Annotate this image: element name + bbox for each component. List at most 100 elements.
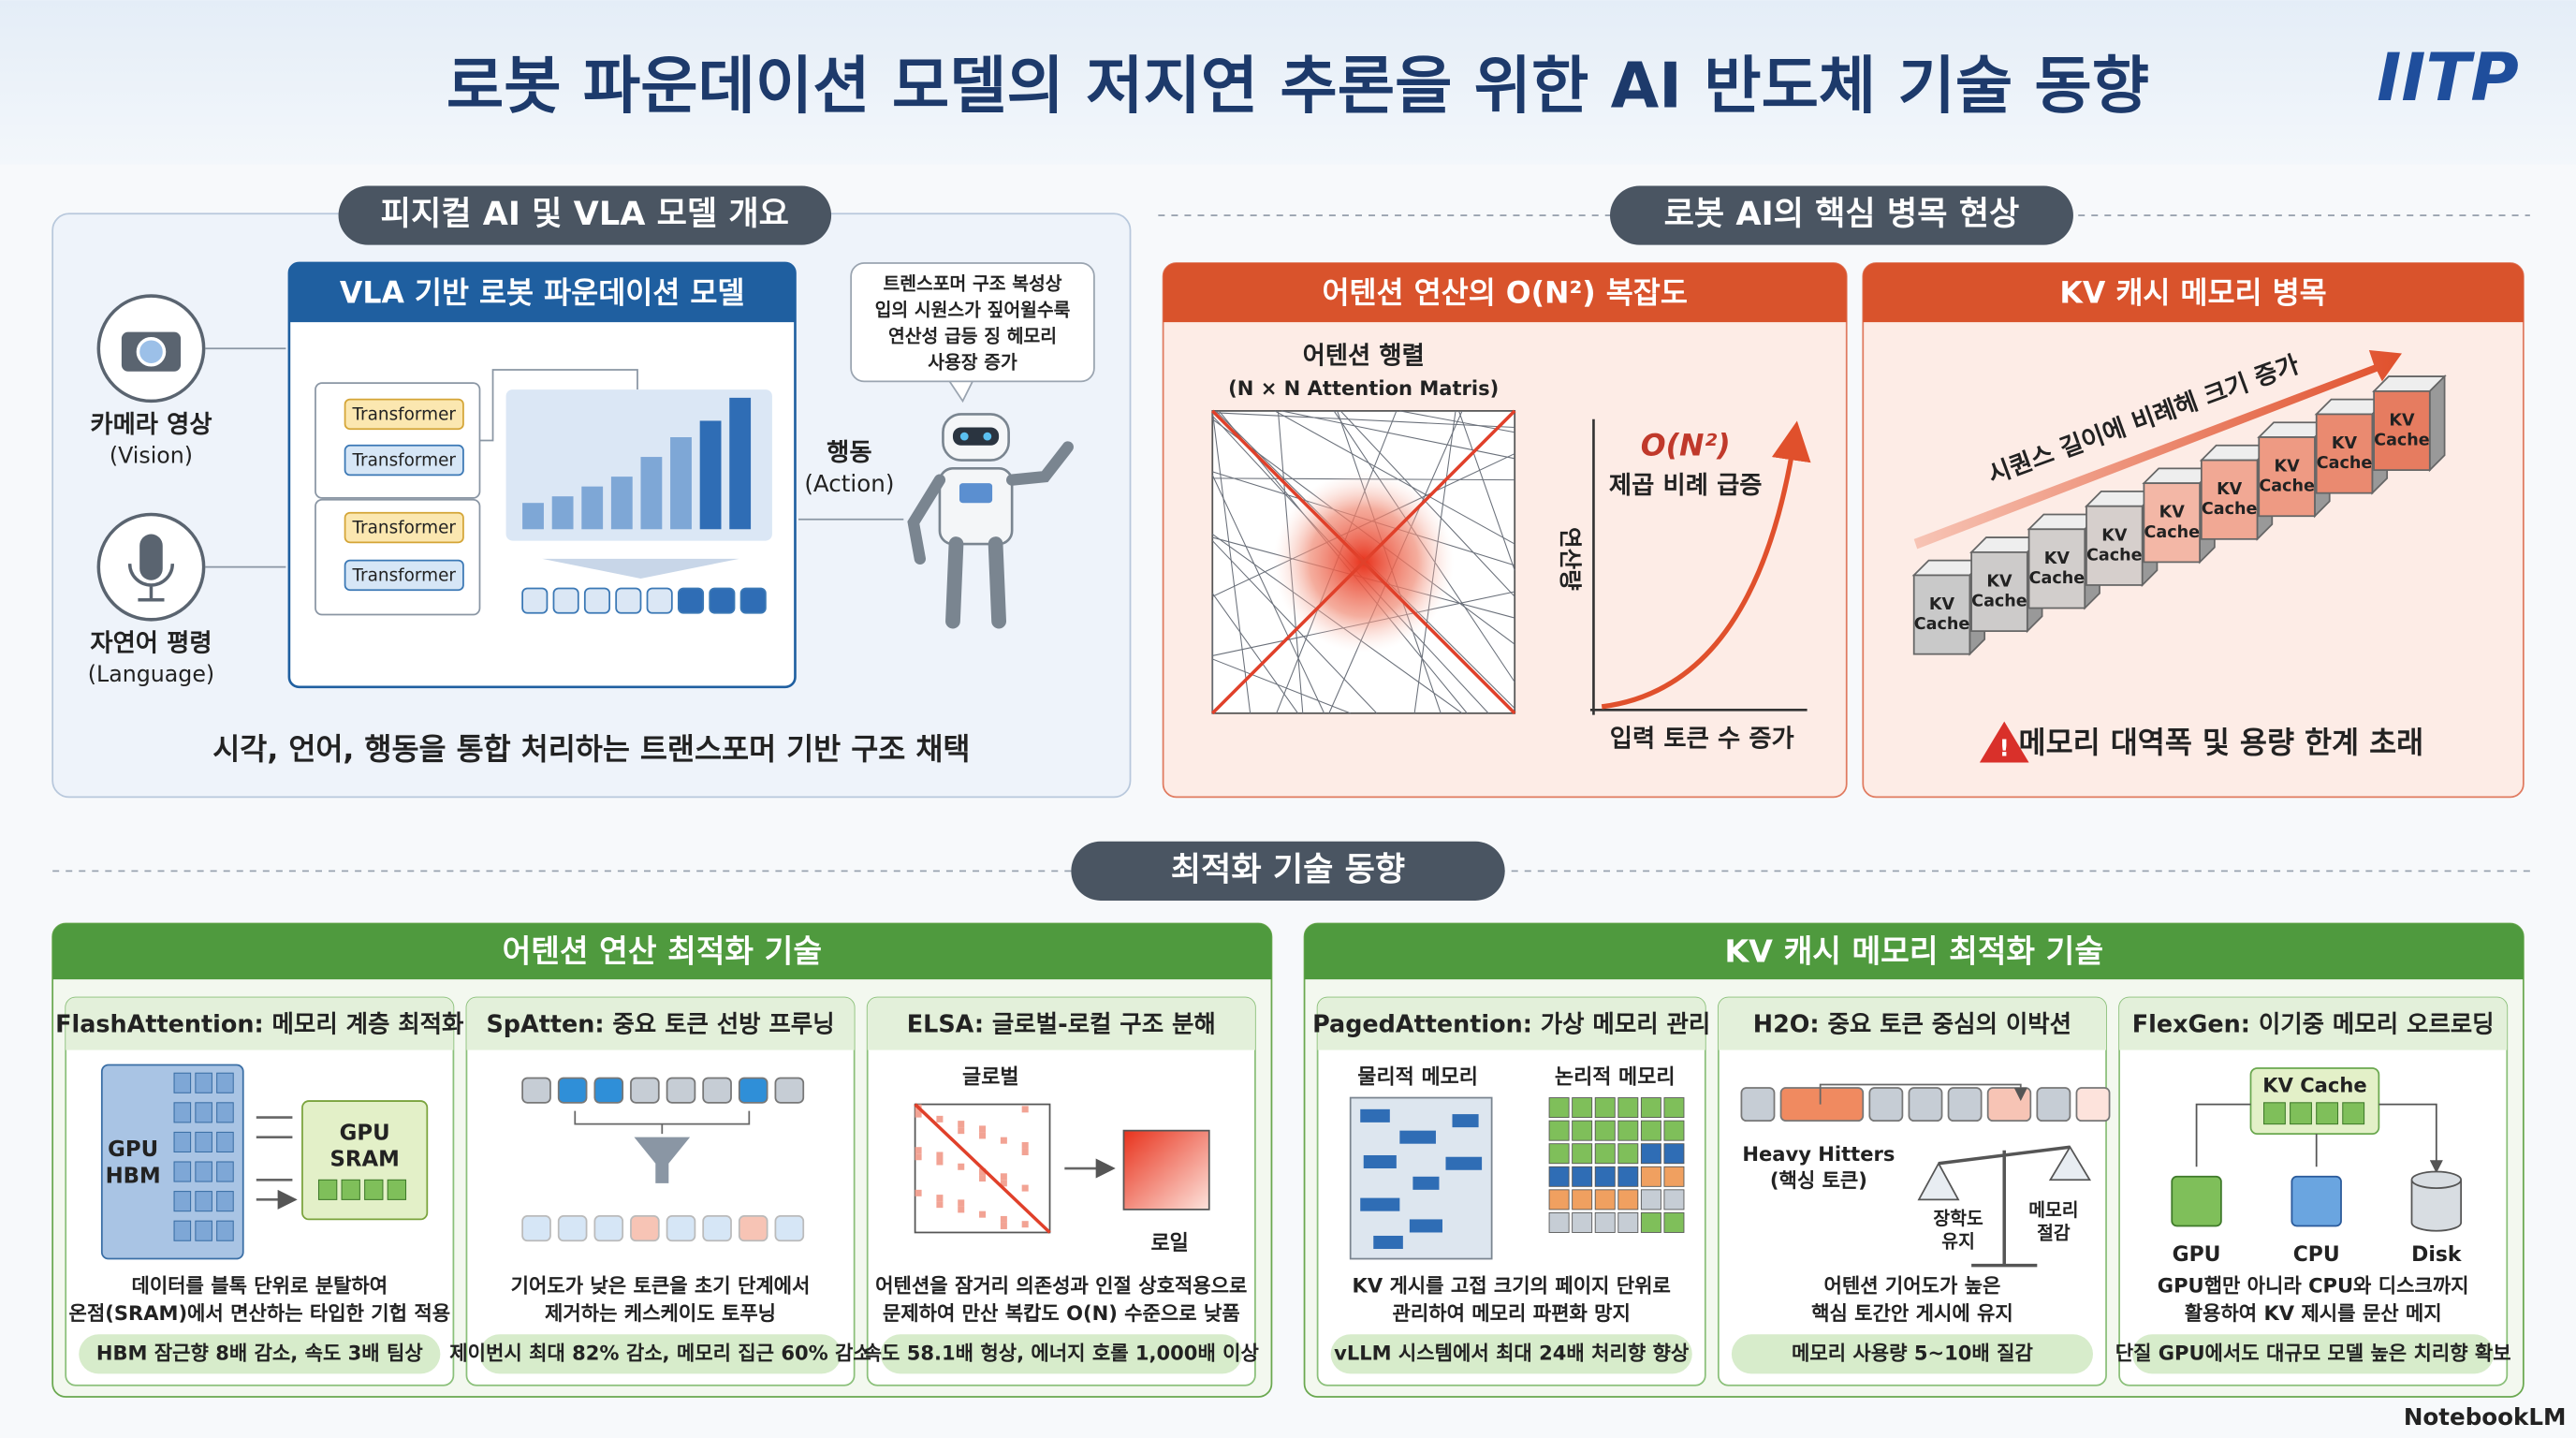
diagram-label: Disk: [2411, 1243, 2462, 1267]
token: [738, 1077, 768, 1104]
card-badge: 제이번시 최대 82% 감소, 메모리 집근 60% 감소: [449, 1341, 871, 1364]
cell: [1663, 1120, 1685, 1141]
cell: [173, 1161, 192, 1182]
cell: [1000, 1180, 1007, 1187]
diagram-label: 물리적 메모리: [1357, 1065, 1478, 1089]
card-desc: 활용하여 KV 제시를 문산 메지: [2185, 1301, 2442, 1325]
panel-title: 어텐션 연산의 O(N²) 복잡도: [1322, 276, 1687, 310]
card-title: PagedAttention: 가상 메모리 관리: [1312, 1009, 1710, 1037]
cube-label: KV: [2044, 550, 2071, 568]
matrix-title: 어텐션 행렬: [1303, 342, 1425, 370]
cube-face: [2143, 482, 2201, 564]
token: [521, 1077, 551, 1104]
mic-head: [139, 534, 163, 580]
diagram-label: 논리적 메모리: [1555, 1065, 1676, 1089]
robot-visor: [952, 427, 1000, 446]
cell: [979, 1211, 987, 1218]
badge: [79, 1334, 441, 1374]
cell: [195, 1072, 212, 1093]
cube-label: Cache: [2086, 546, 2143, 565]
diagram-label: 절감: [2037, 1223, 2071, 1244]
cube-label: Cache: [2374, 432, 2430, 450]
section-title: 최적화 기술 동향: [1171, 850, 1405, 888]
mic-stand: [127, 564, 175, 602]
cell: [216, 1131, 234, 1152]
card-badge: 메모리 사용량 5~10배 질감: [1792, 1341, 2033, 1364]
panel-title: KV 캐시 메모리 병목: [2059, 276, 2326, 310]
cell: [173, 1131, 192, 1152]
cell: [1572, 1211, 1593, 1233]
curve-note: 제곱 비례 급증: [1609, 472, 1763, 500]
card-header: [2119, 997, 2508, 1050]
cell: [173, 1191, 192, 1212]
diagram-label: 장학도: [1933, 1208, 1983, 1229]
cube-label: Cache: [2144, 523, 2200, 542]
cell: [936, 1201, 944, 1209]
robot: [907, 413, 1074, 629]
card-title: SpAtten: 중요 토큰 선방 프루닝: [486, 1009, 834, 1037]
transformer-block: [344, 511, 464, 544]
cell: [915, 1110, 922, 1118]
token: [666, 1077, 696, 1104]
token: [709, 587, 736, 614]
input-sub: (Vision): [110, 443, 193, 469]
cell: [1617, 1211, 1639, 1233]
eviction-arrow: [1819, 1083, 2027, 1105]
token: [1986, 1087, 2032, 1122]
transformer-label: Transformer: [352, 518, 457, 537]
funnel: [634, 1137, 691, 1183]
gpu-chip: [2171, 1175, 2222, 1227]
bubble-text: 연산성 급등 징 헤모리: [888, 325, 1057, 346]
cell: [1594, 1189, 1616, 1211]
cube-face: [2258, 436, 2316, 518]
card-desc: 어텐션 기어도가 높은: [1823, 1273, 2000, 1297]
cube-face: [2373, 389, 2431, 471]
transformer-block: [344, 559, 464, 592]
cell: [1000, 1222, 1007, 1229]
cell: [341, 1179, 360, 1200]
token: [1779, 1087, 1865, 1122]
section-pill: [1071, 841, 1505, 901]
cell: [1617, 1097, 1639, 1119]
cell: [979, 1132, 987, 1139]
stack-bracket: [315, 498, 481, 616]
camera-lens: [136, 336, 167, 367]
cell: [1640, 1211, 1661, 1233]
block: [1452, 1114, 1479, 1128]
card-desc: KV 게시를 고접 크기의 페이지 단위로: [1353, 1273, 1671, 1297]
input-label: 카메라 영상: [90, 411, 212, 439]
cell: [173, 1072, 192, 1093]
badge: [479, 1334, 842, 1374]
diagram-label: 로일: [1150, 1232, 1188, 1255]
badge: [880, 1334, 1242, 1374]
cube-label: KV: [1929, 595, 1955, 614]
bar: [670, 437, 692, 530]
robot-arm: [907, 474, 946, 565]
warning-mark: !: [1999, 734, 2010, 761]
cell: [1572, 1097, 1593, 1119]
cell: [1548, 1120, 1570, 1141]
block: [1373, 1235, 1403, 1250]
cube-label: KV: [1986, 572, 2012, 591]
card-header: [1317, 997, 1705, 1050]
cell: [1594, 1143, 1616, 1165]
cell: [1548, 1097, 1570, 1119]
bubble-text: 사용장 증가: [928, 352, 1017, 374]
card: [465, 996, 856, 1387]
cell: [1548, 1189, 1570, 1211]
logo: IITP: [2377, 39, 2519, 116]
card-desc: 관리하여 메모리 파편화 망지: [1393, 1301, 1631, 1325]
cell: [216, 1102, 234, 1123]
token: [552, 587, 579, 614]
group-header: [52, 923, 1272, 980]
cell: [958, 1199, 965, 1207]
cell: [216, 1161, 234, 1182]
matrix-line: [1211, 593, 1298, 714]
warning-icon: [1979, 721, 2029, 763]
cell: [1000, 1137, 1007, 1144]
h2o-tokens: [1740, 1087, 2111, 1122]
caption: 시각, 언어, 행동을 통합 처리하는 트랜스포머 기반 구조 채택: [212, 733, 970, 767]
cell: [958, 1127, 965, 1135]
matrix-sub: (N × N Attention Matris): [1228, 376, 1499, 400]
cell: [2316, 1102, 2339, 1125]
